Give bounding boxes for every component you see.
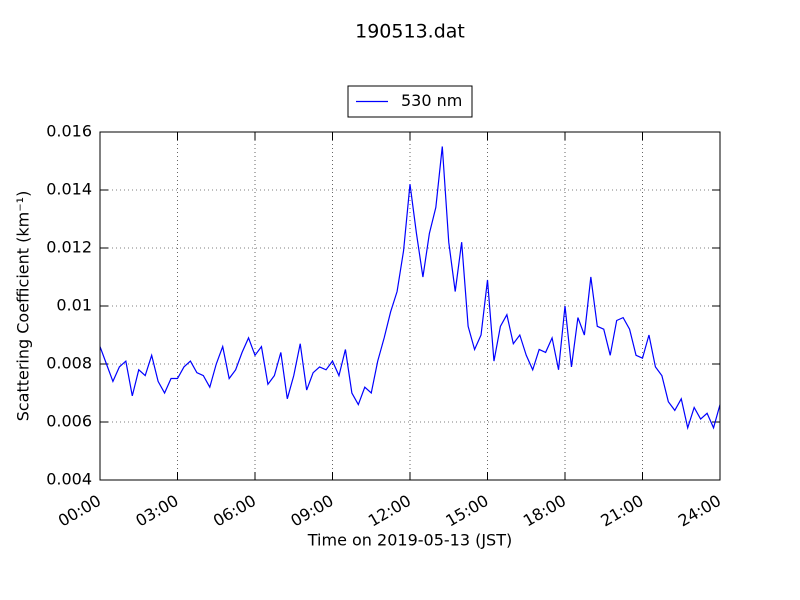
y-tick-label: 0.008 — [46, 354, 92, 373]
y-tick-label: 0.012 — [46, 238, 92, 257]
legend-label: 530 nm — [401, 91, 462, 110]
chart-title: 190513.dat — [355, 21, 465, 43]
y-tick-label: 0.01 — [56, 296, 92, 315]
y-tick-label: 0.004 — [46, 470, 92, 489]
plot-frame — [99, 131, 721, 481]
data-line — [99, 146, 721, 431]
y-tick-label: 0.006 — [46, 412, 92, 431]
y-tick-label: 0.014 — [46, 180, 92, 199]
y-axis-label: Scattering Coefficient (km⁻¹) — [14, 191, 33, 422]
x-axis-label: Time on 2019-05-13 (JST) — [307, 531, 512, 550]
y-tick-label: 0.016 — [46, 122, 92, 141]
